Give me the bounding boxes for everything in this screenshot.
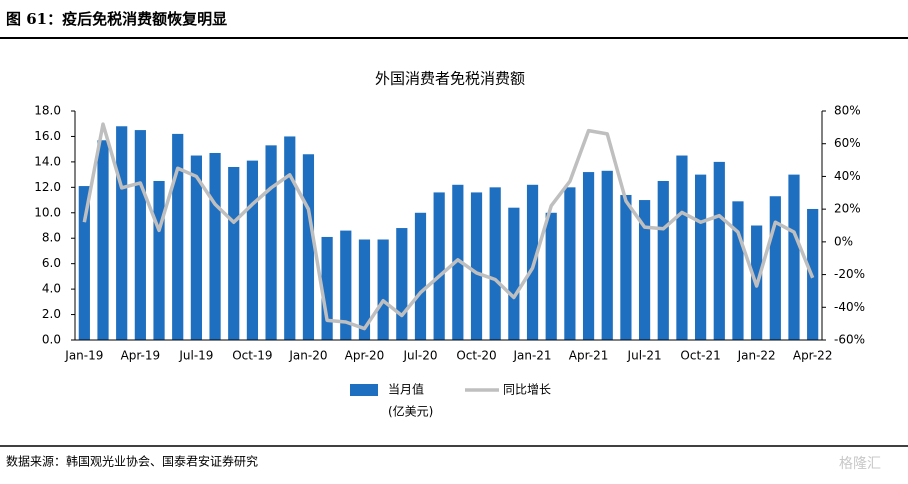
x-tick-label: Jan-19 xyxy=(64,349,103,363)
bar xyxy=(489,187,501,340)
bar xyxy=(134,130,146,340)
bar xyxy=(582,172,595,340)
x-tick-label: Apr-22 xyxy=(793,349,833,363)
unit-note: (亿美元) xyxy=(388,404,433,419)
watermark: 格隆汇 xyxy=(839,456,881,472)
x-tick-label: Oct-20 xyxy=(456,349,496,363)
legend-swatch xyxy=(350,384,378,396)
y2-tick-label: 0% xyxy=(834,234,853,248)
y-tick-label: 12.0 xyxy=(34,180,61,194)
y-tick-label: 10.0 xyxy=(34,205,61,219)
bar xyxy=(209,152,221,340)
bar xyxy=(340,230,352,340)
legend-label: 当月值 xyxy=(388,382,424,397)
bar xyxy=(470,192,483,340)
y2-tick-label: -60% xyxy=(834,333,865,347)
y-tick-label: 6.0 xyxy=(42,256,61,270)
bar xyxy=(564,187,576,340)
bar xyxy=(246,160,259,340)
x-tick-label: Oct-19 xyxy=(232,349,272,363)
bar xyxy=(508,207,520,340)
bar xyxy=(172,133,184,340)
bar xyxy=(228,166,240,340)
source: 数据来源：韩国观光业协会、国泰君安证券研究 xyxy=(6,454,258,469)
y-tick-label: 14.0 xyxy=(34,154,61,168)
bar xyxy=(414,212,427,340)
x-tick-label: Jul-19 xyxy=(178,349,213,363)
bar xyxy=(190,155,202,340)
bar xyxy=(433,192,445,340)
bar xyxy=(116,126,128,341)
x-tick-label: Apr-21 xyxy=(569,349,609,363)
y2-tick-label: 60% xyxy=(834,136,861,150)
y-tick-label: 0.0 xyxy=(42,333,61,347)
bar xyxy=(788,174,800,340)
bar xyxy=(153,180,165,340)
bar xyxy=(620,194,632,340)
y-tick-label: 8.0 xyxy=(42,231,61,245)
header-title: 图 61：疫后免税消费额恢复明显 xyxy=(6,10,227,28)
y2-tick-label: -20% xyxy=(834,267,865,281)
bar xyxy=(713,161,725,340)
bar xyxy=(769,196,781,340)
bar xyxy=(78,186,90,340)
y-tick-label: 16.0 xyxy=(34,129,61,143)
x-tick-label: Jan-20 xyxy=(288,349,327,363)
bar xyxy=(638,200,651,340)
x-tick-label: Jan-21 xyxy=(512,349,551,363)
y-tick-label: 4.0 xyxy=(42,282,61,296)
bar xyxy=(676,155,688,340)
x-tick-label: Apr-20 xyxy=(345,349,385,363)
bar xyxy=(321,236,333,340)
bar xyxy=(396,228,408,340)
bar xyxy=(545,212,557,340)
bar xyxy=(358,239,371,340)
x-tick-label: Oct-21 xyxy=(680,349,720,363)
x-tick-label: Jan-22 xyxy=(737,349,776,363)
y2-tick-label: -40% xyxy=(834,300,865,314)
x-tick-label: Jul-20 xyxy=(402,349,437,363)
bar xyxy=(732,201,744,340)
y2-tick-label: 80% xyxy=(834,104,861,118)
bar xyxy=(377,239,389,340)
y-tick-label: 18.0 xyxy=(34,104,61,118)
x-tick-label: Apr-19 xyxy=(121,349,161,363)
y2-tick-label: 20% xyxy=(834,202,861,216)
bar xyxy=(97,140,109,340)
y2-tick-label: 40% xyxy=(834,169,861,183)
bar xyxy=(284,136,296,340)
y-tick-label: 2.0 xyxy=(42,307,61,321)
bar xyxy=(601,170,613,340)
bar xyxy=(657,180,669,340)
bar xyxy=(302,154,315,340)
x-tick-label: Jul-21 xyxy=(627,349,662,363)
bar xyxy=(452,184,464,340)
chart-title: 外国消费者免税消费额 xyxy=(375,70,525,88)
legend-label: 同比增长 xyxy=(503,383,551,397)
bar xyxy=(265,145,277,340)
line xyxy=(82,122,815,331)
bar xyxy=(695,174,707,340)
